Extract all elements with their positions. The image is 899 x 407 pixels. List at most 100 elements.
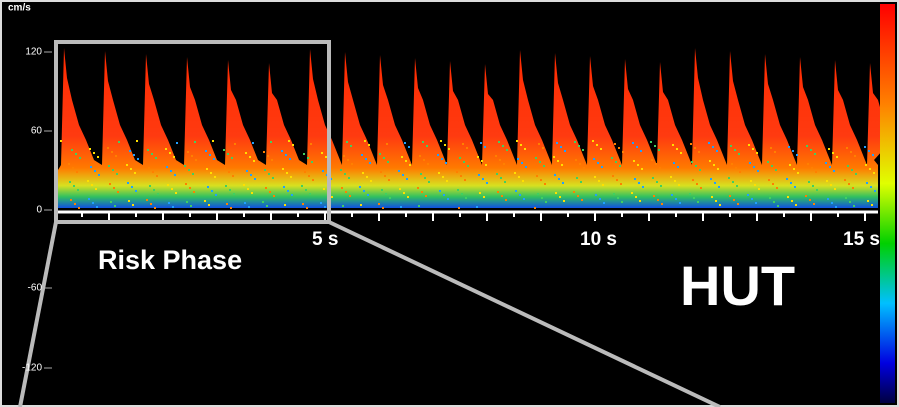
speckle [542,147,544,149]
speckle [408,146,410,148]
speckle [424,177,426,179]
speckle [786,178,788,180]
speckle [813,203,815,205]
speckle [791,200,793,202]
speckle [560,146,562,148]
speckle [534,207,536,209]
speckle [715,200,717,202]
speckle [382,207,384,209]
speckle [614,143,616,145]
speckle [693,197,695,199]
speckle [833,170,835,172]
speckle [514,172,516,174]
speckle [253,160,255,162]
speckle [732,181,734,183]
speckle [484,146,486,148]
speckle [151,153,153,155]
speckle [399,188,401,190]
speckle [690,143,692,145]
speckle [633,160,635,162]
speckle [497,191,499,193]
speckle [545,201,547,203]
speckle [215,194,217,196]
speckle [249,156,251,158]
speckle [363,190,365,192]
speckle [678,184,680,186]
speckle [636,146,638,148]
speckle [581,199,583,201]
speckle [458,207,460,209]
speckle [770,147,772,149]
speckle [247,188,249,190]
speckle [245,152,247,154]
speckle [290,176,292,178]
speckle [733,199,735,201]
speckle [870,186,872,188]
speckle [537,193,539,195]
speckle [132,204,134,206]
speckle [369,162,371,164]
speckle [270,141,272,143]
speckle [438,172,440,174]
speckle [790,182,792,184]
speckle [250,174,252,176]
speckle [213,158,215,160]
speckle [793,168,795,170]
speckle [188,169,190,171]
speckle [108,165,110,167]
speckle [731,163,733,165]
x-label: 5 s [312,229,338,250]
speckle [425,195,427,197]
zoom-line [328,220,721,407]
speckle [503,163,505,165]
speckle [776,187,778,189]
speckle [728,177,730,179]
speckle [361,154,363,156]
speckle [466,147,468,149]
speckle [272,177,274,179]
speckle [306,207,308,209]
speckle [209,154,211,156]
speckle [91,184,93,186]
speckle [750,180,752,182]
speckle [847,165,849,167]
speckle [597,162,599,164]
speckle [620,183,622,185]
speckle [75,153,77,155]
speckle [331,196,333,198]
speckle [516,140,518,142]
speckle [463,161,465,163]
speckle [676,148,678,150]
speckle [174,174,176,176]
speckle [362,172,364,174]
speckle [522,180,524,182]
speckle [536,175,538,177]
speckle [464,179,466,181]
speckle [768,179,770,181]
speckle [539,161,541,163]
speckle [191,155,193,157]
unit-label: cm/s [8,3,31,14]
speckle [737,203,739,205]
speckle [651,159,653,161]
speckle [447,198,449,200]
speckle [231,157,233,159]
speckle [496,173,498,175]
speckle [541,197,543,199]
speckle [695,165,697,167]
speckle [544,183,546,185]
speckle [385,193,387,195]
speckle [553,156,555,158]
speckle [827,198,829,200]
speckle [874,190,876,192]
speckle [367,194,369,196]
y-label: 120 [25,47,42,58]
speckle [340,169,342,171]
speckle [441,158,443,160]
speckle [456,171,458,173]
speckle [171,188,173,190]
speckle [788,146,790,148]
speckle [378,203,380,205]
time-ticks [44,51,866,369]
